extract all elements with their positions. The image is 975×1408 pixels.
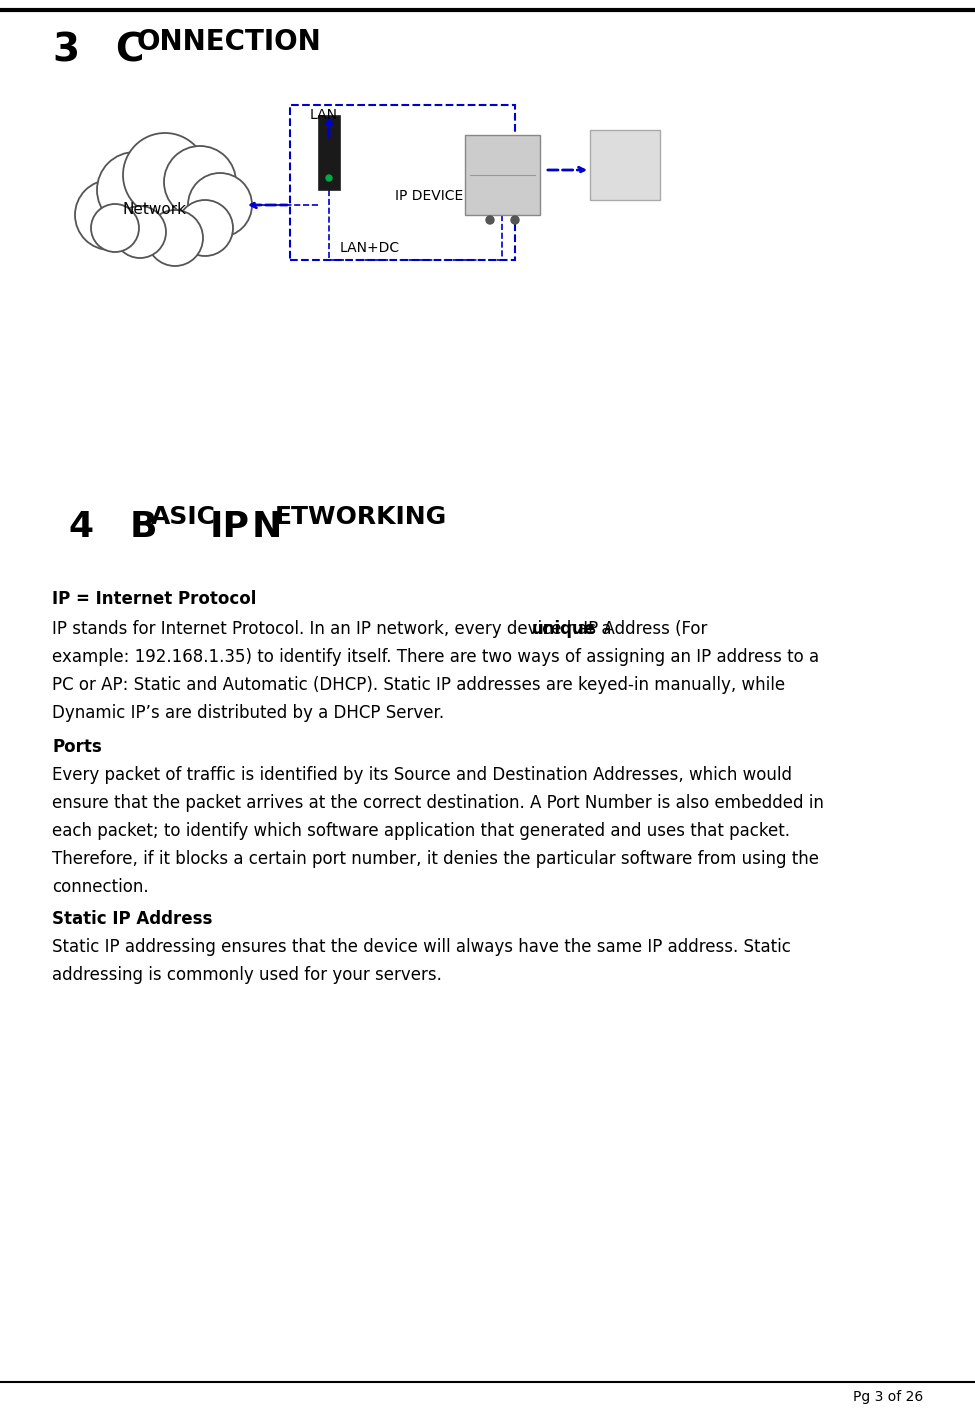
Circle shape [97, 152, 173, 228]
Text: LAN+DC: LAN+DC [340, 241, 400, 255]
Circle shape [147, 210, 203, 266]
Text: ensure that the packet arrives at the correct destination. A Port Number is also: ensure that the packet arrives at the co… [52, 794, 824, 812]
Text: ETWORKING: ETWORKING [275, 505, 448, 529]
Circle shape [326, 175, 332, 182]
Text: IP stands for Internet Protocol. In an IP network, every device has a: IP stands for Internet Protocol. In an I… [52, 620, 617, 638]
Bar [290, 106, 515, 260]
Text: LAN: LAN [310, 108, 338, 122]
Bar [318, 115, 340, 190]
Text: addressing is commonly used for your servers.: addressing is commonly used for your ser… [52, 966, 442, 984]
Text: each packet; to identify which software application that generated and uses that: each packet; to identify which software … [52, 822, 790, 841]
Circle shape [511, 215, 519, 224]
Circle shape [75, 180, 145, 251]
Text: B: B [130, 510, 158, 543]
Text: Static IP addressing ensures that the device will always have the same IP addres: Static IP addressing ensures that the de… [52, 938, 791, 956]
Text: IP Address (For: IP Address (For [578, 620, 708, 638]
Text: 3: 3 [52, 32, 79, 70]
Text: 4: 4 [68, 510, 94, 543]
Text: N: N [252, 510, 283, 543]
Circle shape [123, 132, 207, 217]
Text: Pg 3 of 26: Pg 3 of 26 [853, 1390, 923, 1404]
Text: Network: Network [123, 203, 187, 217]
Text: connection.: connection. [52, 879, 148, 895]
Text: PC or AP: Static and Automatic (DHCP). Static IP addresses are keyed-in manually: PC or AP: Static and Automatic (DHCP). S… [52, 676, 785, 694]
Text: C: C [115, 32, 143, 70]
Circle shape [164, 146, 236, 218]
Text: unique: unique [531, 620, 596, 638]
Text: Therefore, if it blocks a certain port number, it denies the particular software: Therefore, if it blocks a certain port n… [52, 850, 819, 867]
Text: IP DEVICE: IP DEVICE [395, 189, 463, 203]
Circle shape [177, 200, 233, 256]
FancyBboxPatch shape [590, 130, 660, 200]
Text: example: 192.168.1.35) to identify itself. There are two ways of assigning an IP: example: 192.168.1.35) to identify itsel… [52, 648, 819, 666]
Text: Ports: Ports [52, 738, 101, 756]
Text: ASIC: ASIC [151, 505, 216, 529]
Text: Static IP Address: Static IP Address [52, 910, 213, 928]
Text: Dynamic IP’s are distributed by a DHCP Server.: Dynamic IP’s are distributed by a DHCP S… [52, 704, 445, 722]
Circle shape [91, 204, 139, 252]
Text: IP: IP [210, 510, 250, 543]
Text: IP = Internet Protocol: IP = Internet Protocol [52, 590, 256, 608]
Circle shape [188, 173, 252, 237]
Circle shape [114, 206, 166, 258]
Text: ONNECTION: ONNECTION [137, 28, 322, 56]
Circle shape [486, 215, 494, 224]
Text: Every packet of traffic is identified by its Source and Destination Addresses, w: Every packet of traffic is identified by… [52, 766, 792, 784]
FancyBboxPatch shape [465, 135, 540, 215]
